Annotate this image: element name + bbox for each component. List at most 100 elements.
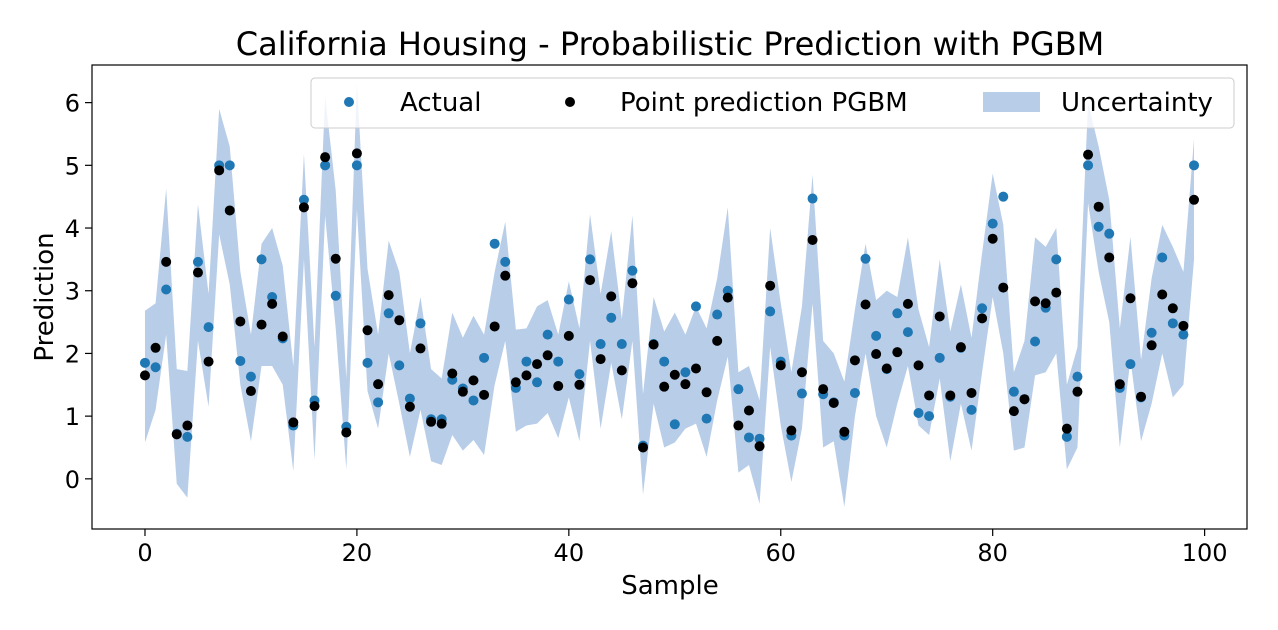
prediction-point (987, 233, 998, 244)
prediction-point (924, 390, 935, 401)
prediction-point (139, 370, 150, 381)
prediction-point (1072, 386, 1083, 397)
y-tick-label: 1 (65, 403, 80, 431)
actual-point (351, 160, 362, 171)
prediction-point (796, 367, 807, 378)
actual-point (563, 294, 574, 305)
prediction-point (701, 387, 712, 398)
actual-point (1178, 329, 1189, 340)
prediction-point (881, 363, 892, 374)
prediction-point (638, 442, 649, 453)
prediction-point (659, 381, 670, 392)
prediction-point (245, 386, 256, 397)
prediction-point (298, 202, 309, 213)
actual-point (722, 285, 733, 296)
y-axis-ticks: 0 1 2 3 4 5 6 (65, 90, 92, 494)
prediction-point (934, 311, 945, 322)
actual-point (320, 160, 331, 171)
prediction-point (606, 291, 617, 302)
actual-point (892, 308, 903, 319)
actual-point (1167, 318, 1178, 329)
actual-point (267, 292, 278, 302)
prediction-point (818, 384, 829, 395)
actual-point (616, 339, 627, 350)
prediction-point (690, 363, 701, 374)
prediction-point (553, 381, 564, 392)
legend-box (310, 77, 1235, 129)
actual-point (902, 327, 913, 338)
prediction-points (139, 148, 1200, 453)
prediction-point (733, 420, 744, 431)
prediction-point (574, 379, 585, 390)
actual-point (574, 369, 585, 380)
actual-point (500, 256, 511, 267)
prediction-point (1114, 379, 1125, 390)
prediction-point (532, 359, 543, 370)
actual-point (860, 253, 871, 264)
prediction-point (362, 325, 373, 336)
prediction-point (743, 405, 754, 416)
prediction-point (1008, 406, 1019, 417)
prediction-point (341, 427, 352, 438)
prediction-point (902, 298, 913, 309)
actual-point (1104, 228, 1115, 239)
prediction-point (447, 368, 458, 379)
actual-point (256, 254, 267, 265)
prediction-point (977, 313, 988, 324)
actual-point (235, 355, 246, 366)
y-tick-label: 0 (65, 466, 80, 494)
y-tick-label: 2 (65, 340, 80, 368)
actual-point (807, 193, 818, 204)
prediction-point (849, 355, 860, 366)
prediction-point (775, 360, 786, 371)
actual-point (1083, 160, 1094, 171)
actual-point (733, 384, 744, 395)
prediction-point (892, 347, 903, 358)
y-tick-label: 5 (65, 152, 80, 180)
y-axis-label: Prediction (30, 232, 60, 361)
prediction-point (1093, 201, 1104, 212)
legend-point-label: Point prediction PGBM (620, 88, 908, 118)
prediction-point (373, 379, 384, 390)
prediction-point (436, 418, 447, 429)
prediction-point (1146, 340, 1157, 351)
x-tick-label: 20 (342, 539, 373, 567)
prediction-point (224, 205, 235, 216)
actual-point (553, 356, 564, 367)
prediction-point (192, 267, 203, 278)
y-tick-label: 4 (65, 215, 80, 243)
prediction-point (1167, 303, 1178, 314)
prediction-point (214, 165, 225, 176)
actual-point (192, 256, 203, 267)
actual-point (182, 431, 193, 442)
actual-point (998, 191, 1009, 202)
actual-point (139, 357, 150, 368)
prediction-point (1030, 296, 1041, 307)
prediction-point (563, 330, 574, 341)
x-tick-label: 100 (1182, 539, 1228, 567)
actual-point (468, 395, 479, 406)
actual-point (765, 306, 776, 317)
actual-point (161, 284, 172, 295)
prediction-point (945, 390, 956, 401)
prediction-point (489, 321, 500, 332)
uncertainty-band (144, 83, 1195, 508)
prediction-point (955, 342, 966, 353)
x-tick-label: 60 (765, 539, 796, 567)
actual-points (139, 160, 1200, 451)
actual-point (701, 413, 712, 424)
prediction-point (1189, 194, 1200, 205)
actual-point (585, 254, 596, 265)
prediction-point (394, 315, 405, 326)
actual-point (298, 194, 309, 205)
legend-uncertainty-swatch (983, 92, 1040, 112)
x-axis-ticks: 0 20 40 60 80 100 (137, 529, 1228, 567)
prediction-point (966, 387, 977, 398)
prediction-point (256, 319, 267, 330)
prediction-point (722, 292, 733, 303)
prediction-point (203, 356, 214, 367)
prediction-point (235, 316, 246, 327)
prediction-point (860, 299, 871, 310)
prediction-point (150, 342, 161, 353)
